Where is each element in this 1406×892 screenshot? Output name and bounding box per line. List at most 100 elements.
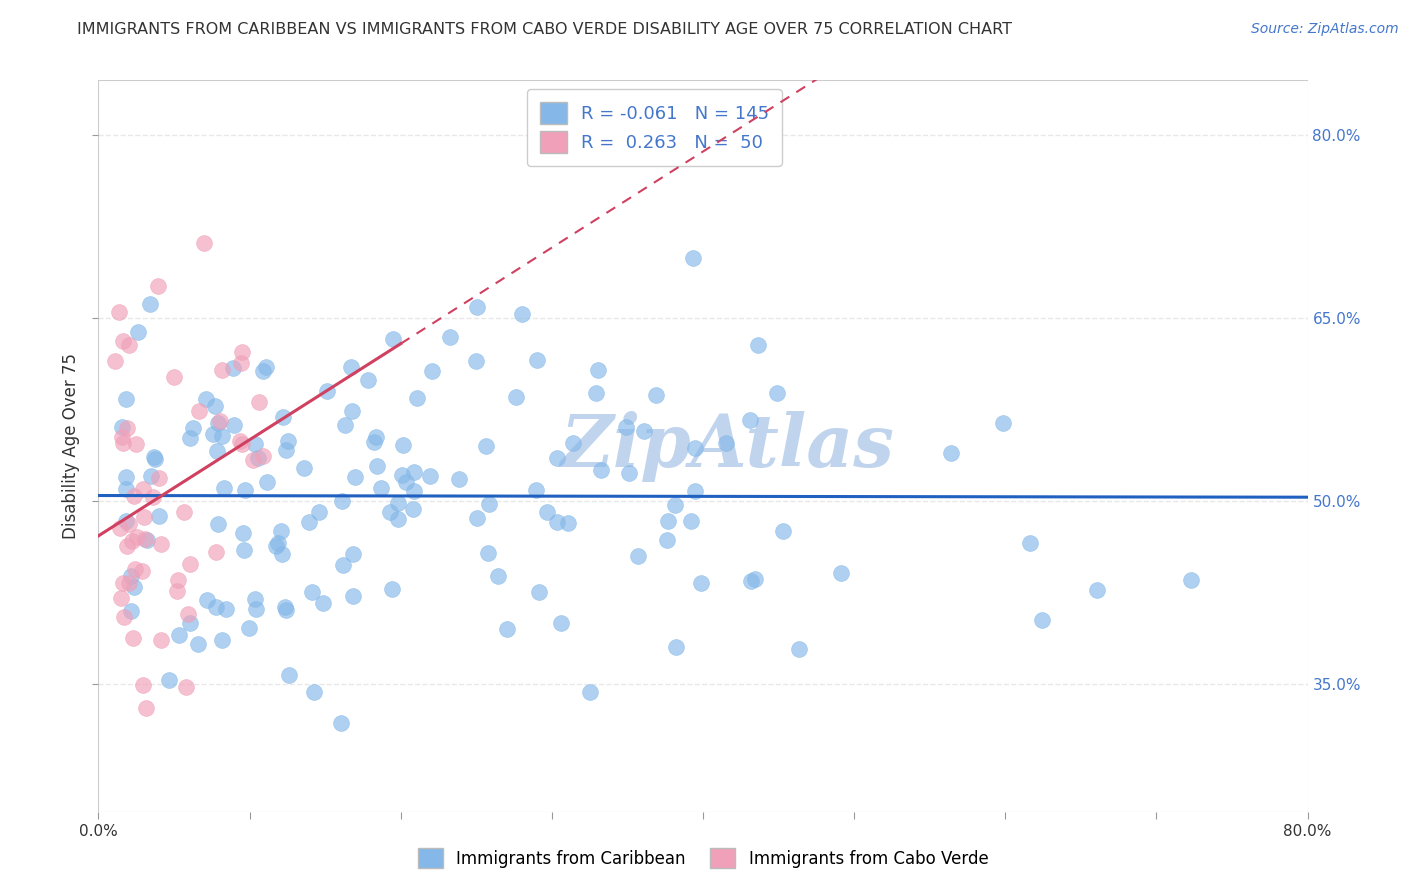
Y-axis label: Disability Age Over 75: Disability Age Over 75 (62, 353, 80, 539)
Point (562, 436, 585, 450)
Point (378, 505, 401, 519)
Point (205, 545, 228, 559)
Point (231, 356, 253, 370)
Point (146, 278, 169, 293)
Point (264, 539, 287, 553)
Point (112, 334, 135, 349)
Point (645, 388, 668, 402)
Point (215, 602, 238, 616)
Point (150, 633, 173, 648)
Point (256, 475, 278, 489)
Point (716, 436, 738, 450)
Point (664, 499, 686, 513)
Legend: R = -0.061   N = 145, R =  0.263   N =  50: R = -0.061 N = 145, R = 0.263 N = 50 (527, 89, 782, 166)
Point (657, 514, 679, 528)
Point (477, 497, 499, 511)
Point (589, 463, 612, 477)
Point (143, 451, 166, 466)
Point (108, 521, 131, 535)
Point (252, 449, 274, 463)
Point (163, 370, 186, 384)
Point (363, 434, 385, 449)
Point (330, 494, 353, 508)
Point (207, 516, 229, 531)
Point (465, 300, 488, 314)
Point (683, 483, 706, 498)
Point (201, 426, 224, 441)
Point (228, 434, 250, 448)
Point (148, 509, 170, 524)
Point (465, 510, 488, 524)
Point (125, 437, 148, 451)
Point (231, 437, 253, 451)
Point (690, 576, 713, 591)
Point (120, 603, 142, 617)
Point (529, 585, 551, 599)
Point (579, 685, 602, 699)
Point (142, 450, 165, 465)
Point (505, 390, 527, 404)
Point (111, 576, 134, 591)
Point (402, 483, 425, 498)
Point (231, 344, 253, 359)
Point (546, 451, 568, 466)
Point (132, 509, 155, 524)
Point (586, 362, 609, 376)
Point (772, 524, 794, 539)
Point (316, 384, 339, 398)
Point (271, 547, 294, 561)
Point (526, 353, 548, 368)
Point (139, 297, 162, 311)
Point (232, 526, 254, 541)
Point (486, 569, 509, 583)
Point (387, 511, 409, 525)
Point (402, 501, 425, 516)
Point (222, 361, 245, 376)
Point (277, 434, 299, 448)
Text: IMMIGRANTS FROM CARIBBEAN VS IMMIGRANTS FROM CABO VERDE DISABILITY AGE OVER 75 C: IMMIGRANTS FROM CARIBBEAN VS IMMIGRANTS … (77, 22, 1012, 37)
Point (177, 607, 200, 621)
Point (181, 421, 204, 435)
Point (115, 514, 138, 528)
Point (238, 622, 260, 636)
Point (308, 505, 330, 519)
Point (439, 329, 461, 343)
Point (1180, 573, 1202, 587)
Point (245, 602, 267, 616)
Point (477, 546, 499, 560)
Point (205, 444, 228, 458)
Text: Source: ZipAtlas.com: Source: ZipAtlas.com (1251, 22, 1399, 37)
Point (536, 505, 558, 519)
Point (465, 353, 488, 368)
Point (617, 466, 640, 480)
Point (614, 419, 637, 434)
Point (193, 236, 215, 251)
Point (1031, 613, 1053, 627)
Point (122, 581, 145, 595)
Point (104, 353, 127, 368)
Point (557, 516, 579, 530)
Point (274, 600, 297, 615)
Point (681, 514, 703, 528)
Point (127, 325, 149, 339)
Point (524, 483, 547, 497)
Point (111, 435, 134, 450)
Point (683, 441, 706, 455)
Point (174, 680, 197, 694)
Point (134, 532, 156, 546)
Point (124, 562, 146, 576)
Point (330, 716, 353, 731)
Point (135, 701, 157, 715)
Point (166, 574, 188, 588)
Point (1019, 536, 1042, 550)
Point (122, 631, 145, 645)
Point (744, 572, 766, 586)
Point (205, 600, 228, 615)
Point (233, 543, 256, 558)
Point (550, 615, 572, 630)
Point (277, 668, 299, 682)
Point (270, 524, 292, 538)
Point (179, 557, 201, 571)
Point (118, 337, 141, 351)
Point (496, 622, 519, 636)
